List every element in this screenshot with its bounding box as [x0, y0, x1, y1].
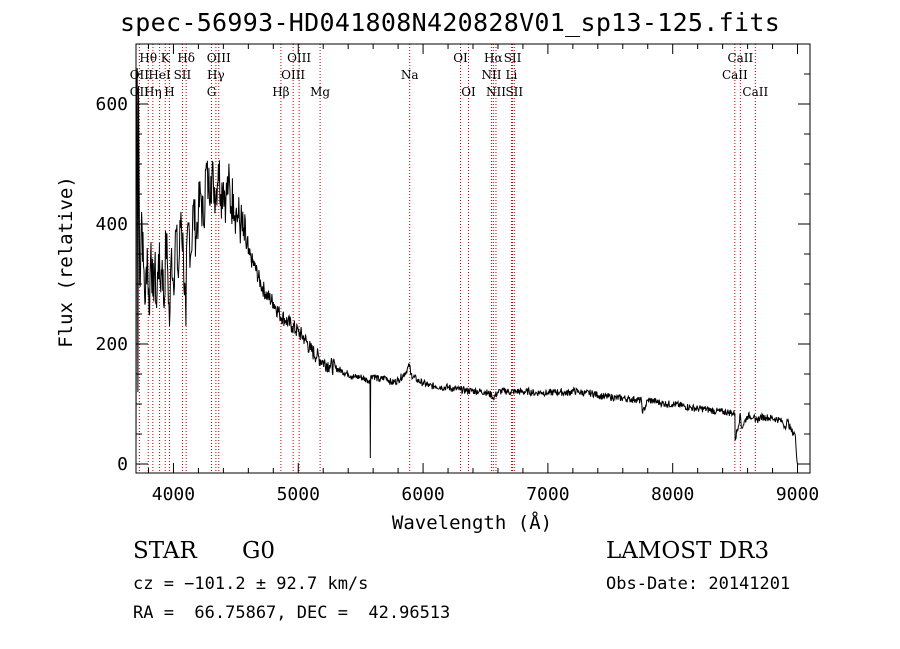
object-subclass: G0: [242, 538, 276, 564]
object-class: STAR: [133, 538, 197, 564]
marker-label: NII: [486, 85, 506, 99]
survey-name: LAMOST DR3: [606, 538, 770, 564]
marker-label: OIII: [287, 51, 311, 65]
marker-label: Hγ: [207, 68, 225, 82]
marker-label: NII: [481, 68, 501, 82]
marker-label: Hα: [484, 51, 503, 65]
axis-ticks: 4000 5000 6000 7000 8000 9000 0 200 400 600: [95, 43, 819, 505]
marker-label: Hθ: [139, 51, 157, 65]
chart-title: spec-56993-HD041808N420828V01_sp13-125.f…: [119, 8, 781, 37]
marker-label: OI: [461, 85, 476, 99]
y-axis-label: Flux (relative): [55, 176, 77, 348]
x-tick-label: 9000: [776, 484, 819, 505]
marker-label: Mg: [310, 85, 330, 99]
x-tick-label: 5000: [277, 484, 320, 505]
marker-label: HeI: [148, 68, 171, 82]
marker-label: CaII: [727, 51, 753, 65]
marker-label: H: [164, 85, 174, 99]
marker-label: SII: [504, 51, 522, 65]
x-tick-label: 8000: [651, 484, 694, 505]
observation-date: Obs-Date: 20141201: [606, 574, 791, 594]
y-tick-label: 400: [95, 214, 128, 235]
y-tick-label: 0: [117, 454, 128, 475]
marker-label: OII: [130, 68, 150, 82]
marker-label: OIII: [281, 68, 305, 82]
coordinates: RA = 66.75867, DEC = 42.96513: [133, 603, 451, 623]
marker-labels: Hθ OII OII K HeI Hη H Hδ SII OIII Hγ G OIII OIII Hβ Mg N…: [130, 51, 769, 99]
x-tick-label: 7000: [526, 484, 569, 505]
spectrum-line: [135, 67, 798, 465]
redshift-value: cz = −101.2 ± 92.7 km/s: [133, 574, 369, 594]
y-tick-label: 200: [95, 334, 128, 355]
spectrum-series: [135, 67, 798, 465]
x-axis-label: Wavelength (Å): [392, 511, 552, 534]
marker-label: Hη: [144, 85, 162, 99]
line-markers: [138, 44, 756, 473]
marker-label: OIII: [207, 51, 231, 65]
marker-label: K: [161, 51, 171, 65]
marker-label: CaII: [742, 85, 768, 99]
marker-label: OII: [130, 85, 150, 99]
x-tick-label: 4000: [152, 484, 195, 505]
y-tick-label: 600: [95, 94, 128, 115]
marker-label: OI: [453, 51, 468, 65]
marker-label: G: [207, 85, 217, 99]
marker-label: Li: [506, 68, 518, 82]
marker-label: SII: [174, 68, 192, 82]
marker-label: Hβ: [272, 85, 289, 99]
marker-label: Na: [401, 68, 419, 82]
marker-label: Hδ: [177, 51, 195, 65]
marker-label: SII: [505, 85, 523, 99]
x-tick-label: 6000: [401, 484, 444, 505]
marker-label: CaII: [722, 68, 748, 82]
